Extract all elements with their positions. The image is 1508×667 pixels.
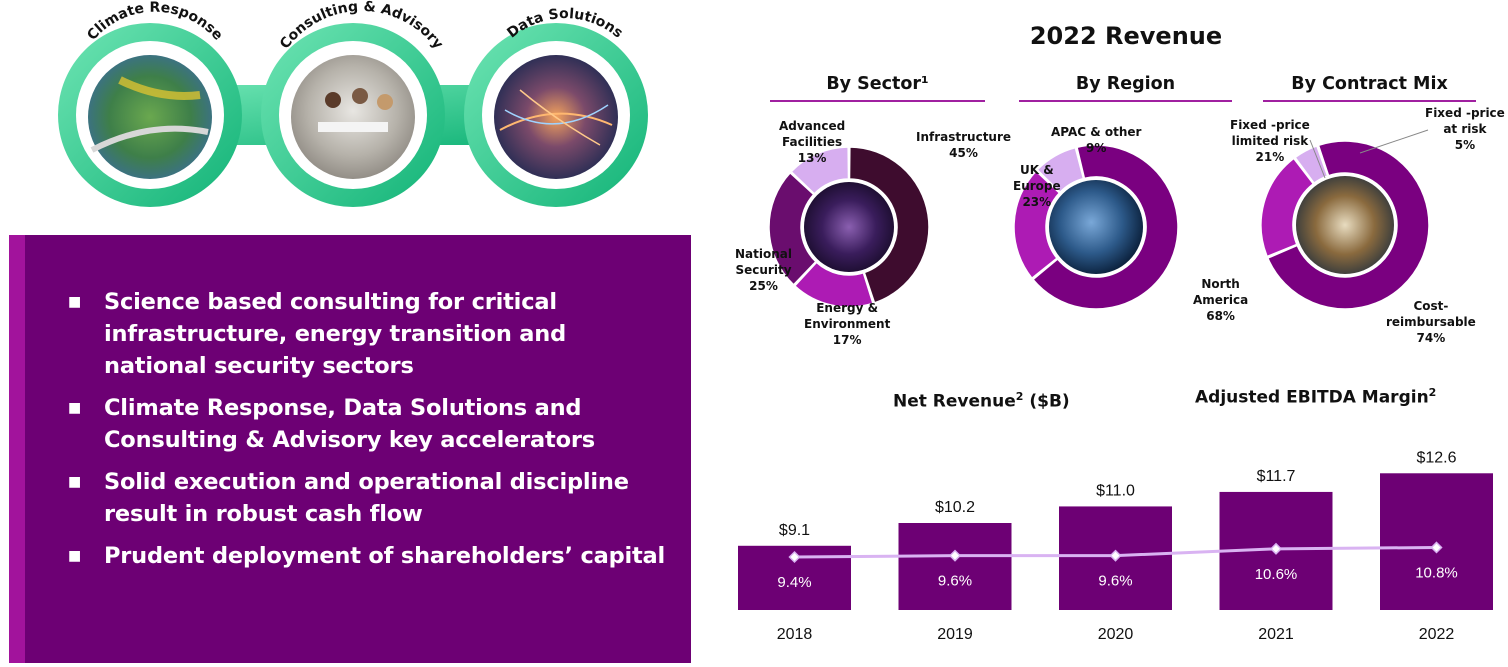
region-label-apac: APAC & other 9% (1051, 124, 1141, 156)
sector-label-infrastructure: Infrastructure 45% (916, 129, 1011, 161)
slice-label-text: APAC & other 9% (1051, 125, 1142, 155)
sector-label-advanced-facilities: Advanced Facilities 13% (779, 118, 845, 166)
revenue-title: 2022 Revenue (1029, 22, 1223, 50)
accelerator-rings: Climate Response Consulting & Advisory D… (58, 0, 648, 207)
ebitda-title-text: Adjusted EBITDA Margin (1195, 387, 1429, 408)
donut-slice (848, 146, 930, 304)
ebitda-value-label: 9.6% (1098, 573, 1132, 590)
donut-center-image (804, 182, 894, 272)
bullet-square-icon: ■ (68, 474, 82, 490)
chart-labels: $9.1 2018 $10.2 2019 $11.0 2020 $11.7 2021 $12.6… (777, 449, 1457, 643)
bar-value-label: $9.1 (779, 522, 810, 539)
slice-label-text: UK & Europe 23% (1013, 163, 1061, 209)
sector-label-energy: Energy & Environment 17% (804, 300, 890, 348)
net-revenue-footnote: 2 (1015, 390, 1024, 403)
donut-slice (1260, 157, 1315, 258)
bar-value-label: $10.2 (935, 499, 975, 516)
highlight-text: Science based consulting for critical in… (104, 289, 566, 379)
net-revenue-title: Net Revenue2 ($B) (893, 390, 1070, 412)
by-sector-rule (770, 100, 985, 102)
bar-value-label: $12.6 (1416, 449, 1456, 466)
x-tick-label: 2020 (1098, 626, 1134, 643)
highlight-text: Solid execution and operational discipli… (104, 469, 629, 527)
donut-slice (1036, 146, 1085, 194)
highlights-panel (9, 235, 691, 663)
sector-donut (768, 146, 930, 308)
net-revenue-title-text: Net Revenue (893, 391, 1016, 412)
slice-label-text: Cost- reimbursable 74% (1386, 299, 1476, 345)
ebitda-point-marker (1430, 541, 1443, 554)
slice-label-text: Energy & Environment 17% (804, 301, 891, 347)
region-label-uk-europe: UK & Europe 23% (1013, 162, 1061, 210)
ebitda-value-label: 9.4% (777, 574, 811, 591)
contract-label-fixed-at-risk: Fixed -price at risk 5% (1425, 105, 1505, 153)
highlight-text: Climate Response, Data Solutions and Con… (104, 395, 595, 453)
bullet-square-icon: ■ (68, 548, 82, 564)
revenue-bar (898, 523, 1012, 610)
highlight-item: ■ Prudent deployment of shareholders’ cap… (62, 540, 672, 572)
region-label-north-america: North America 68% (1193, 276, 1248, 324)
ebitda-footnote: 2 (1428, 386, 1437, 399)
leader-line (1309, 139, 1326, 179)
highlight-text: Prudent deployment of shareholders’ capi… (104, 543, 666, 569)
bar-value-label: $11.7 (1257, 468, 1296, 485)
highlight-item: ■ Solid execution and operational discipl… (62, 466, 672, 530)
slice-label-text: National Security 25% (735, 247, 792, 293)
highlight-item: ■ Climate Response, Data Solutions and Co… (62, 392, 672, 456)
donut-center-image (1296, 176, 1394, 274)
slice-label-text: Advanced Facilities 13% (779, 119, 846, 165)
sector-label-national-security: National Security 25% (735, 246, 792, 294)
donut-slice (793, 261, 874, 308)
x-tick-label: 2022 (1419, 626, 1455, 643)
donut-center-image (1049, 180, 1143, 274)
ebitda-point-marker (788, 550, 801, 564)
contract-label-fixed-limited: Fixed -price limited risk 21% (1230, 117, 1310, 165)
slice-label-text: Fixed -price at risk 5% (1425, 106, 1505, 152)
climate-landscape-photo (88, 55, 212, 179)
net-revenue-unit: ($B) (1023, 391, 1070, 412)
bar-value-label: $11.0 (1096, 482, 1135, 499)
slice-label-text: North America 68% (1193, 277, 1249, 323)
x-tick-label: 2021 (1258, 626, 1294, 643)
donut-slice (768, 171, 817, 286)
ebitda-line-series: 9.4% 9.6% 9.6% 10.6% 10.8% (777, 541, 1458, 591)
ebitda-point-marker (1109, 549, 1122, 562)
by-sector-title: By Sector¹ (826, 74, 929, 94)
revenue-donut-charts: Infrastructure 45% Energy & Environment … (720, 100, 1508, 370)
donut-slice (790, 146, 850, 195)
by-contract-rule (1263, 100, 1476, 102)
bullet-square-icon: ■ (68, 294, 82, 310)
donut-slice (1031, 144, 1179, 310)
contract-label-cost-reimbursable: Cost- reimbursable 74% (1386, 298, 1476, 346)
donut-slice (1266, 140, 1430, 310)
ebitda-value-label: 10.6% (1255, 566, 1298, 583)
highlights-panel-accent (9, 235, 25, 663)
highlight-item: ■ Science based consulting for critical i… (62, 286, 672, 382)
highlights-list: ■ Science based consulting for critical i… (62, 286, 672, 582)
x-tick-label: 2018 (777, 626, 813, 643)
donut-slice (1013, 170, 1061, 280)
slice-label-text: Infrastructure 45% (916, 130, 1012, 160)
ebitda-point-marker (1269, 542, 1283, 555)
ebitda-value-label: 10.8% (1415, 564, 1458, 581)
bullet-square-icon: ■ (68, 400, 82, 416)
by-region-title: By Region (1075, 74, 1176, 94)
accelerator-graphic: Climate Response Consulting & Advisory D… (0, 0, 700, 230)
ebitda-value-label: 9.6% (938, 573, 972, 590)
donut-svg (768, 129, 1430, 310)
ebitda-margin-title: Adjusted EBITDA Margin2 (1195, 386, 1436, 408)
donut-slice (1294, 144, 1329, 185)
leader-line (1359, 129, 1429, 154)
by-contract-title: By Contract Mix (1291, 74, 1448, 94)
net-revenue-chart: 9.4% 9.6% 9.6% 10.6% 10.8% $9.1 2018 $10.2 2019… (738, 449, 1493, 643)
slice-label-text: Fixed -price limited risk 21% (1230, 118, 1310, 164)
ebitda-point-marker (948, 549, 962, 562)
by-region-rule (1019, 100, 1232, 102)
x-tick-label: 2019 (937, 626, 973, 643)
region-donut (1013, 144, 1179, 310)
bar-series (738, 473, 1493, 610)
consulting-meeting-photo (291, 55, 415, 179)
contract-donut (1260, 129, 1430, 310)
